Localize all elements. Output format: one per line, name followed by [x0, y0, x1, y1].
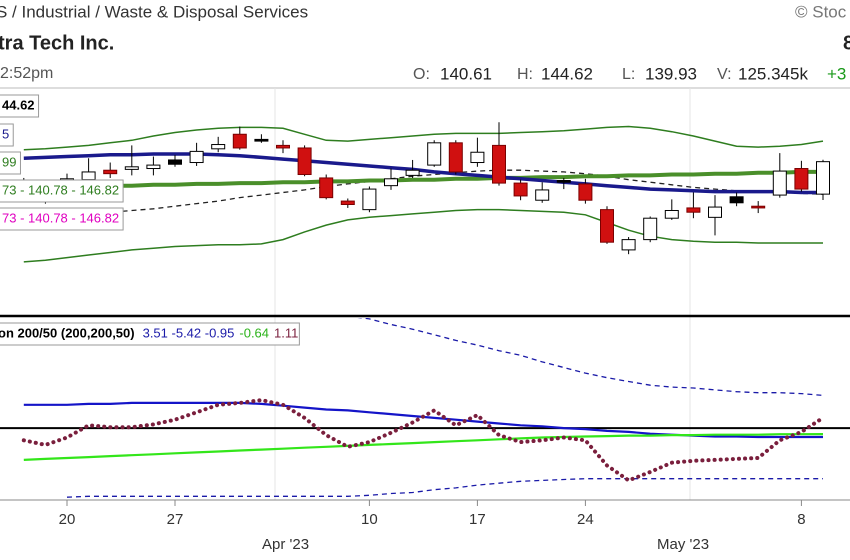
legend-entry: 44.62	[2, 97, 35, 112]
legend-entry: 73 - 140.78 - 146.82	[2, 182, 119, 197]
indicator-line	[23, 433, 824, 461]
candle-body	[600, 209, 614, 243]
legends: 44.62 5 99 73 - 140.78 - 146.82 73 - 140.78 …	[0, 94, 300, 346]
x-tick-label: 10	[361, 511, 378, 528]
volume-label: V:	[717, 66, 732, 83]
candle-body	[751, 205, 766, 209]
month-label: May '23	[657, 536, 709, 553]
candle-body	[708, 206, 722, 218]
legend-box	[0, 123, 14, 147]
low-value: 139.93	[645, 64, 697, 83]
candle-body	[794, 168, 809, 190]
candle-body	[664, 209, 679, 219]
candle-body	[81, 171, 96, 181]
candle-body	[124, 166, 139, 170]
overlay-line	[23, 169, 823, 190]
legend-title: on 200/50 (200,200,50)	[0, 325, 135, 340]
candle-body	[254, 138, 269, 142]
legend-entry: 5	[2, 126, 9, 141]
candle-body	[556, 180, 571, 183]
legend-entry: -0.64	[239, 325, 269, 340]
candle-body	[643, 217, 658, 241]
volume-value: 125.345k	[738, 64, 808, 83]
candle-body	[470, 151, 485, 164]
high-value: 144.62	[541, 64, 593, 83]
x-tick-label: 24	[577, 511, 594, 528]
candle-body	[297, 147, 312, 176]
candle-body	[621, 239, 636, 251]
candle-body	[448, 142, 463, 173]
indicator-line	[357, 318, 824, 397]
candle-body	[578, 183, 593, 201]
indicator-line	[21, 398, 825, 483]
overlay-line	[23, 169, 824, 219]
candle-body	[168, 159, 182, 165]
ticker: 8	[843, 32, 850, 54]
candle-body	[405, 169, 420, 176]
candle-body	[772, 170, 787, 196]
legend-entry: 1.11	[274, 325, 298, 340]
x-tick-label: 20	[59, 511, 76, 528]
candle-body	[384, 178, 398, 187]
legend-entry: 99	[2, 154, 16, 169]
candle-body	[211, 144, 226, 150]
candle-body	[513, 182, 528, 197]
legend-box	[0, 207, 124, 231]
time: 2:52pm	[0, 65, 53, 82]
x-tick-label: 17	[469, 511, 486, 528]
candle-body	[319, 177, 334, 199]
company-name: tra Tech Inc.	[0, 32, 114, 54]
indicator-pane	[0, 318, 850, 498]
legend-box	[0, 94, 40, 118]
overlay-line	[23, 208, 823, 263]
candle-body	[340, 200, 355, 205]
candle-body	[427, 142, 442, 166]
candle-body	[535, 189, 550, 201]
price-pane	[16, 122, 830, 263]
open-label: O:	[413, 66, 430, 83]
candle-body	[189, 150, 204, 164]
breadcrumb: S / Industrial / Waste & Disposal Servic…	[0, 2, 308, 21]
legend-entry: 3.51 -5.42 -0.95	[143, 325, 235, 340]
indicator-line	[66, 478, 823, 498]
candle-body	[232, 133, 247, 149]
candle-body	[362, 188, 377, 211]
candle-body	[729, 196, 744, 204]
x-axis-labels: 20 27 10 17 24 8	[59, 500, 806, 528]
month-label: Apr '23	[262, 536, 309, 553]
overlay-line	[23, 152, 823, 195]
overlay-line	[23, 125, 824, 151]
legend-box	[0, 179, 124, 203]
candle-body	[103, 169, 118, 175]
change-value: +3	[827, 64, 846, 83]
candle-body	[816, 161, 830, 195]
candle-body	[492, 144, 506, 184]
legend-box	[0, 151, 21, 175]
candle-body	[686, 207, 701, 213]
x-tick-label: 27	[167, 511, 184, 528]
high-label: H:	[517, 66, 533, 83]
candle-body	[146, 164, 161, 170]
x-tick-label: 8	[797, 511, 805, 528]
copyright: © Stoc	[795, 2, 847, 21]
legend-box	[0, 322, 300, 346]
legend-entry: 73 - 140.78 - 146.82	[2, 210, 119, 225]
open-value: 140.61	[440, 64, 492, 83]
candle-body	[276, 144, 290, 149]
low-label: L:	[622, 66, 635, 83]
